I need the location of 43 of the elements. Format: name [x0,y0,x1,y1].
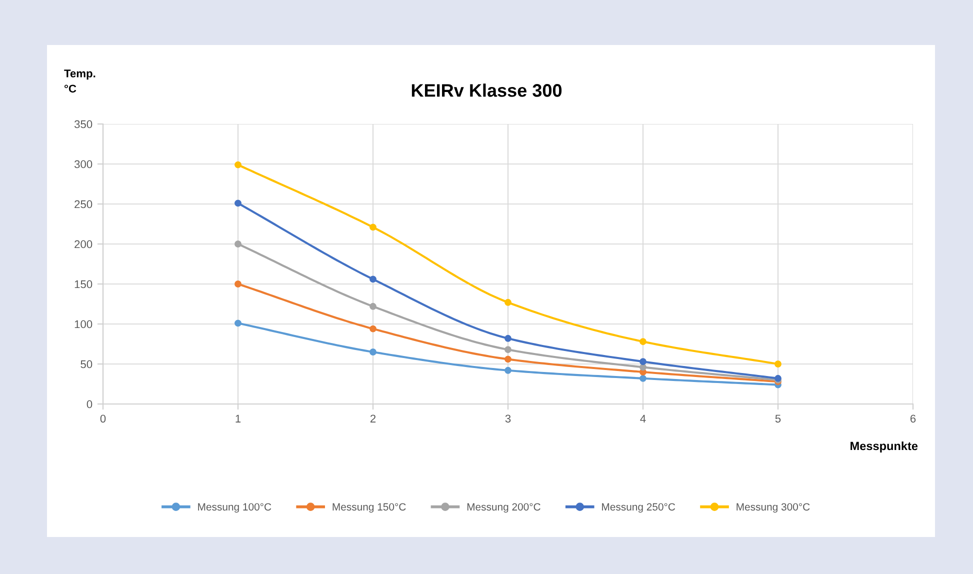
x-tick-label: 1 [236,414,241,422]
point [640,374,646,382]
x-tick-label: 5 [775,414,781,423]
point [640,338,646,346]
y-tick-label: 300 [74,160,92,168]
point [504,334,512,342]
x-tick-label: 6 [910,414,916,423]
x-tick-label: 3 [505,414,511,423]
x-tick-label: 4 [640,414,646,422]
point [234,161,242,168]
y-tick-label: 0 [86,400,92,408]
point [234,280,242,288]
point [234,240,242,248]
point [640,364,646,371]
legend-label: Messung 300°C [736,503,810,513]
point [370,224,376,231]
chart-title: KEIRv Klasse 300 [412,84,562,97]
legend-label: Messung 200°C [467,503,540,513]
legend-label: Messung 100°C [198,503,272,513]
x-axis-title: Messpunkte [850,441,918,453]
y-tick-label: 150 [74,280,92,288]
point [234,200,242,207]
point [504,298,512,306]
point [370,276,376,283]
point [640,358,646,366]
point [370,348,376,356]
x-tick-label: 0 [100,414,106,423]
y-tick-label: 50 [80,360,92,368]
legend-label: Messung 250°C [602,503,676,513]
point [504,356,512,363]
y-tick-label: 200 [74,240,92,248]
y-tick-label: 100 [74,320,92,328]
point [504,366,512,374]
legend-label: Messung 150°C [332,503,406,513]
y-tick-label: 350 [74,120,92,128]
point [370,302,376,310]
point [504,346,512,354]
point [370,325,376,332]
point [234,320,242,327]
y-tick-label: 250 [74,200,92,208]
point [774,360,782,368]
x-tick-label: 2 [370,414,376,422]
y-axis-title: Temp. °C [64,70,96,93]
